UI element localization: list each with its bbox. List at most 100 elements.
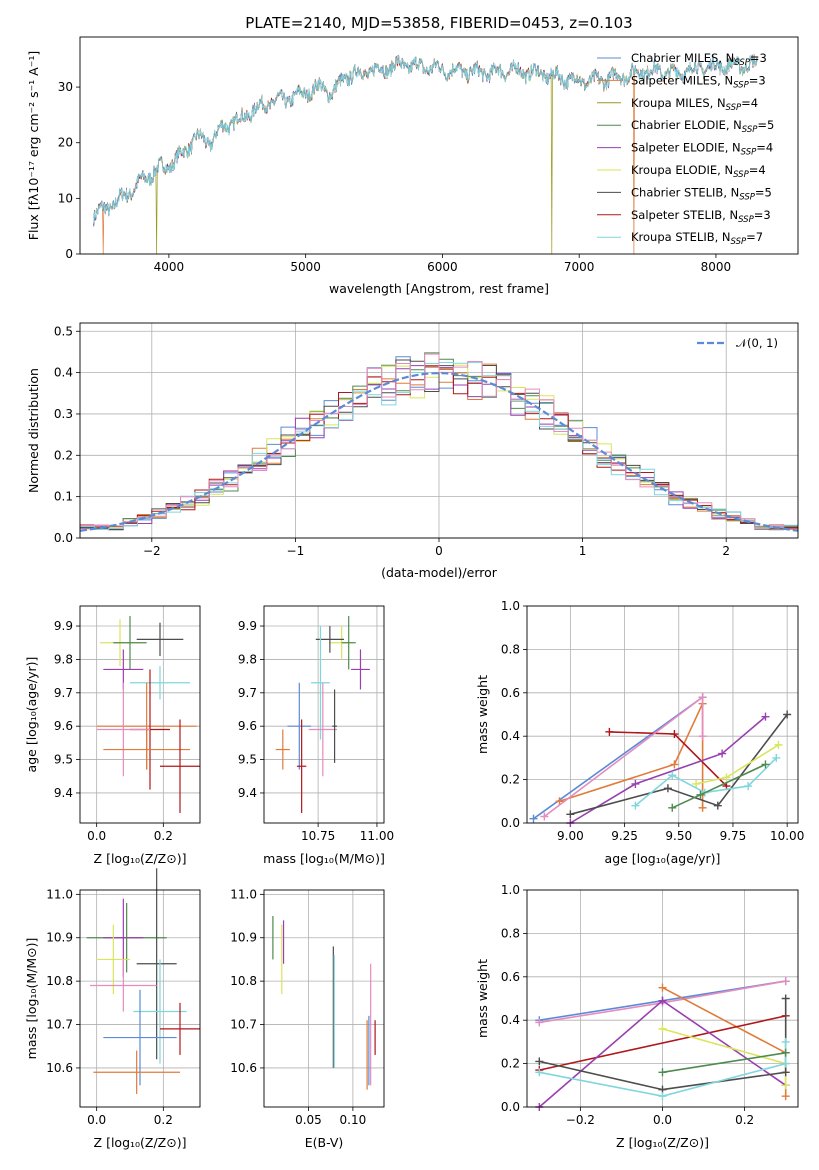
z-weight-series-6: [539, 998, 787, 1091]
z-weight-ytick-label-5: 1.0: [501, 883, 520, 897]
z-mass-frame: [79, 889, 201, 1108]
z-mass-ytick-label-1: 10.7: [46, 1018, 73, 1032]
age-weight-series-3-marker-2: [718, 749, 727, 758]
legend-entry-3-n: =5: [757, 118, 774, 132]
age-weight-frame: [526, 605, 799, 824]
mass-age-ytick-label-2: 9.6: [238, 719, 257, 733]
age-weight-ytick-label-4: 0.8: [501, 642, 520, 656]
legend-entry-6-n: =5: [755, 185, 772, 199]
mass-age-panel: 10.75 11.00 9.4 9.5 9.6 9.7 9.8 9.9 mass [log₁₀(…: [238, 605, 394, 866]
z-age-ytick-label-4: 9.8: [54, 652, 73, 666]
z-weight-series-8-marker-1: [781, 1048, 790, 1057]
legend-entry-7-label: Salpeter STELIB, N: [631, 208, 738, 222]
ebv-mass-ytick-label-0: 10.6: [230, 1061, 257, 1075]
age-weight-panel: 9.00 9.25 9.50 9.75 10.00 0.0 0.2 0.4 0.6 0.8 1.0 a…: [475, 599, 804, 866]
spectrum-ylabel: Flux [fλ10⁻¹⁷ erg cm⁻² s⁻¹ A⁻¹]: [26, 51, 41, 240]
legend-entry-7-n: =3: [754, 208, 771, 222]
z-mass-panel: 0.0 0.2 10.6 10.7 10.8 10.9 11.0 Z [log₁₀(Z/Z⊙)…: [24, 868, 201, 1150]
z-weight-xlabel: Z [log₁₀(Z/Z⊙)]: [616, 1135, 709, 1150]
age-weight-ylabel: mass weight: [475, 675, 490, 754]
legend-entry-8: Kroupa STELIB, NSSP=7: [631, 230, 763, 247]
residuals-ytick-label-0: 0.0: [54, 531, 73, 545]
spectrum-line-kroupa-stelib: [93, 54, 758, 224]
z-mass-xtick-label-0: 0.0: [87, 1113, 106, 1127]
z-weight-series-7-marker-3: [781, 1037, 790, 1046]
residuals-ylabel: Normed distribution: [26, 368, 41, 493]
age-weight-ytick-label-5: 1.0: [501, 599, 520, 613]
age-weight-series-6-marker-1: [668, 771, 677, 780]
z-mass-ytick-label-4: 11.0: [46, 887, 73, 901]
z-weight-ytick-label-0: 0.0: [501, 1100, 520, 1114]
z-weight-series-7-marker-1: [658, 1092, 667, 1101]
age-weight-series-8-marker-1: [698, 693, 707, 702]
z-mass-xtick-label-1: 0.2: [154, 1113, 173, 1127]
age-weight-xtick-label-4: 10.00: [770, 829, 804, 843]
mass-age-frame: [263, 605, 385, 824]
legend-entry-2-sub: SSP: [726, 103, 742, 113]
ebv-mass-frame: [263, 889, 385, 1108]
age-weight-series-8-marker-0: [540, 812, 549, 821]
z-mass-ytick-label-0: 10.6: [46, 1061, 73, 1075]
gaussian-curve: [79, 371, 799, 532]
ebv-mass-ytick-label-3: 10.9: [230, 931, 257, 945]
legend-entry-0-n: =3: [750, 51, 767, 65]
z-age-xtick-label-0: 0.0: [87, 829, 106, 843]
age-weight-series-7-marker-2: [761, 760, 770, 769]
legend-entry-1-n: =3: [749, 73, 766, 87]
z-age-xtick-label-1: 0.2: [154, 829, 173, 843]
age-weight-xtick-label-2: 9.50: [665, 829, 692, 843]
z-weight-series-1-marker-2: [781, 977, 790, 986]
z-weight-series-3: [539, 1015, 786, 1071]
spectrum-ytick-label-2: 20: [58, 136, 73, 150]
spectrum-xtick-label-1: 5000: [290, 260, 321, 274]
residuals-ytick-label-3: 0.3: [54, 407, 73, 421]
residuals-xlabel: (data-model)/error: [381, 565, 498, 580]
z-age-frame: [79, 605, 201, 824]
age-weight-series-3-marker-3: [761, 712, 770, 721]
z-weight-series-8-marker-0: [658, 1068, 667, 1077]
legend-entry-1: Salpeter MILES, NSSP=3: [631, 73, 766, 90]
age-weight-ytick-label-3: 0.6: [501, 686, 520, 700]
z-age-ytick-label-5: 9.9: [54, 619, 73, 633]
z-weight-series-8: [662, 1052, 786, 1074]
legend-entry-7: Salpeter STELIB, NSSP=3: [631, 208, 771, 225]
z-weight-series-1-marker-0: [535, 1018, 544, 1027]
spectrum-ytick-label-0: 0: [65, 247, 73, 261]
z-weight-xtick-label-1: 0.0: [653, 1113, 672, 1127]
z-age-panel: 0.0 0.2 9.4 9.5 9.6 9.7 9.8 9.9 Z [log₁₀(Z/Z⊙)] a…: [24, 605, 201, 866]
gaussian-legend-label: 𝒩(0, 1): [736, 336, 778, 350]
age-weight-ytick-label-2: 0.4: [501, 729, 520, 743]
legend-entry-1-label: Salpeter MILES, N: [631, 73, 733, 87]
spectrum-ytick-label-1: 10: [58, 191, 73, 205]
z-weight-series-7-marker-2: [781, 1059, 790, 1068]
spectrum-xtick-label-0: 4000: [154, 260, 185, 274]
ebv-mass-ytick-label-4: 11.0: [230, 887, 257, 901]
residuals-xtick-label-1: −1: [287, 544, 305, 558]
z-age-ytick-label-3: 9.7: [54, 686, 73, 700]
ebv-mass-ytick-label-1: 10.7: [230, 1018, 257, 1032]
age-weight-series-6-marker-0: [631, 801, 640, 810]
legend-entry-3: Chabrier ELODIE, NSSP=5: [631, 118, 774, 135]
z-age-ylabel: age [log₁₀(age/yr)]: [24, 657, 39, 773]
z-age-xlabel: Z [log₁₀(Z/Z⊙)]: [94, 851, 187, 866]
z-weight-series-6-marker-2: [781, 1068, 790, 1077]
z-weight-ytick-label-4: 0.8: [501, 926, 520, 940]
legend-entry-7-sub: SSP: [738, 215, 754, 225]
z-weight-ytick-label-2: 0.4: [501, 1013, 520, 1027]
legend-entry-0-sub: SSP: [734, 58, 750, 68]
legend-entry-8-sub: SSP: [731, 237, 747, 247]
mass-age-ytick-label-3: 9.7: [238, 686, 257, 700]
spectrum-frame: [79, 36, 799, 255]
ebv-mass-xtick-label-0: 0.05: [295, 1113, 322, 1127]
residuals-ytick-label-1: 0.1: [54, 490, 73, 504]
legend-entry-0: Chabrier MILES, NSSP=3: [631, 51, 767, 68]
legend-entry-2-n: =4: [741, 96, 758, 110]
legend-entry-0-label: Chabrier MILES, N: [631, 51, 734, 65]
age-weight-series-1-marker-3: [698, 803, 707, 812]
z-mass-ylabel: mass [log₁₀(M/M⊙)]: [24, 938, 39, 1060]
age-weight-series-2-marker-0: [605, 727, 614, 736]
age-weight-series-7-marker-0: [668, 803, 677, 812]
legend-entry-8-n: =7: [746, 230, 763, 244]
mass-age-ytick-label-4: 9.8: [238, 652, 257, 666]
